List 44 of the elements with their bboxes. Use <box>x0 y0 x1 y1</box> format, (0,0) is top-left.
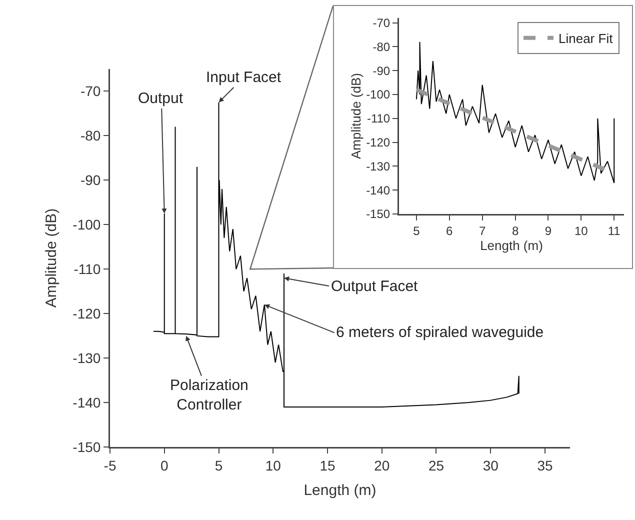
x-tick-label: 20 <box>374 457 390 474</box>
y-tick-label: -80 <box>372 40 390 54</box>
y-axis-title: Amplitude (dB) <box>43 208 60 308</box>
annotation: Polarization Controller <box>170 377 248 414</box>
x-axis-title: Length (m) <box>304 482 376 500</box>
x-tick-label: 0 <box>160 457 168 474</box>
y-tick-label: -120 <box>72 305 101 322</box>
x-tick-label: 7 <box>479 224 486 238</box>
legend-label: Linear Fit <box>558 30 614 46</box>
x-tick-label: 30 <box>482 457 499 474</box>
y-tick-label: -90 <box>372 64 390 78</box>
y-tick-label: -130 <box>72 350 101 366</box>
x-tick-label: 9 <box>544 224 552 238</box>
x-tick-label: 10 <box>265 457 282 474</box>
x-tick-label: 8 <box>512 224 519 238</box>
y-tick-label: -150 <box>72 438 101 455</box>
y-tick-label: -100 <box>366 88 390 102</box>
x-tick-label: 10 <box>574 224 588 238</box>
annotation: 6 meters of spiraled waveguide <box>336 324 544 341</box>
y-tick-label: -140 <box>72 394 101 410</box>
y-tick-label: -120 <box>366 135 390 150</box>
x-tick-label: 35 <box>537 457 553 474</box>
y-axis-title: Amplitude (dB) <box>348 73 364 159</box>
y-tick-label: -140 <box>366 183 390 198</box>
x-tick-label: 5 <box>214 457 223 474</box>
y-tick-label: -100 <box>72 216 101 233</box>
y-tick-label: -90 <box>80 172 101 188</box>
x-tick-label: 25 <box>428 457 444 474</box>
x-tick-label: 15 <box>320 457 336 474</box>
x-axis-title: Length (m) <box>480 238 543 253</box>
y-tick-label: -70 <box>80 83 101 100</box>
annotation: Output <box>138 90 184 107</box>
annotation: Output Facet <box>331 278 419 295</box>
x-tick-label: -5 <box>104 457 116 474</box>
y-tick-label: -130 <box>366 159 390 174</box>
y-tick-label: -80 <box>80 128 101 144</box>
y-tick-label: -70 <box>372 16 390 30</box>
x-tick-label: 11 <box>608 224 621 238</box>
annotation: Input Facet <box>206 69 282 86</box>
y-tick-label: -110 <box>74 261 101 278</box>
y-tick-label: -150 <box>366 207 390 222</box>
x-tick-label: 5 <box>413 224 420 238</box>
y-tick-label: -110 <box>366 112 390 126</box>
x-tick-label: 6 <box>446 224 454 238</box>
